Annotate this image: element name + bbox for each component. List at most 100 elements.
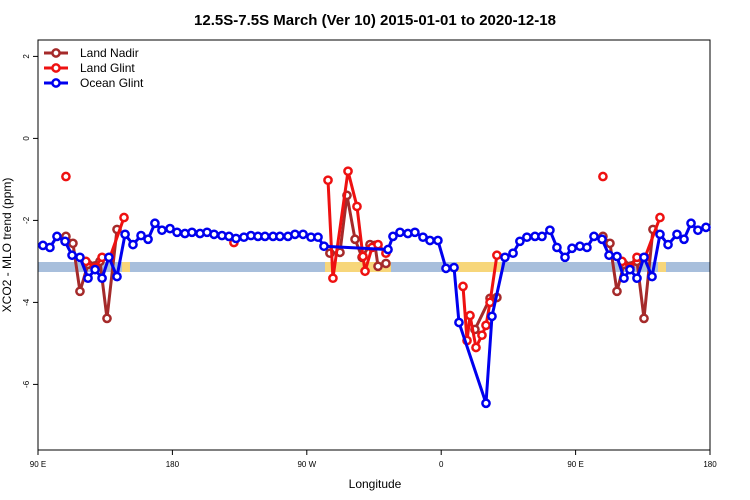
data-point — [567, 243, 577, 254]
data-point — [410, 227, 420, 238]
data-point — [120, 229, 130, 240]
x-tick-label: 90 E — [30, 460, 46, 469]
data-point — [209, 229, 219, 240]
data-point — [433, 235, 443, 246]
chart-title: 12.5S-7.5S March (Ver 10) 2015-01-01 to … — [194, 12, 556, 29]
data-point — [522, 232, 532, 243]
data-point — [537, 231, 547, 242]
data-point — [672, 229, 682, 240]
data-point — [350, 234, 360, 245]
data-point — [383, 244, 393, 255]
data-point — [582, 242, 592, 253]
data-point — [625, 264, 635, 275]
data-point — [552, 242, 562, 253]
data-point — [165, 223, 175, 234]
legend-label: Land Glint — [80, 61, 135, 75]
data-point — [231, 233, 241, 244]
data-point — [632, 273, 642, 284]
data-point — [275, 231, 285, 242]
data-point — [298, 229, 308, 240]
data-point — [150, 218, 160, 229]
land-band-segment — [658, 262, 666, 272]
data-point — [52, 231, 62, 242]
data-point — [260, 231, 270, 242]
data-point — [388, 231, 398, 242]
data-point — [655, 212, 665, 223]
data-point — [373, 261, 383, 272]
data-point — [619, 273, 629, 284]
data-point — [454, 317, 464, 328]
x-tick-label: 90 W — [297, 460, 316, 469]
data-point — [358, 251, 368, 262]
data-point — [136, 230, 146, 241]
data-point — [60, 236, 70, 247]
legend-marker — [51, 48, 61, 58]
data-point — [560, 252, 570, 263]
data-point — [604, 250, 614, 261]
land-band-segment — [325, 262, 391, 272]
data-point — [112, 271, 122, 282]
data-point — [485, 297, 495, 308]
data-point — [465, 310, 475, 321]
data-point — [481, 398, 491, 409]
data-point — [492, 250, 502, 261]
data-point — [500, 252, 510, 263]
data-point — [381, 258, 391, 269]
data-point — [68, 238, 78, 249]
data-point — [187, 227, 197, 238]
data-point — [352, 201, 362, 212]
data-point — [686, 218, 696, 229]
data-point — [143, 234, 153, 245]
x-tick-label: 180 — [166, 460, 180, 469]
data-point — [90, 264, 100, 275]
data-point — [508, 248, 518, 259]
data-point — [360, 266, 370, 277]
data-point — [97, 273, 107, 284]
data-point — [598, 171, 608, 182]
x-tick-label: 180 — [703, 460, 717, 469]
y-tick-label: -4 — [22, 298, 31, 306]
data-point — [67, 250, 77, 261]
data-point — [679, 234, 689, 245]
legend-label: Land Nadir — [80, 46, 139, 60]
data-point — [83, 273, 93, 284]
data-point — [458, 281, 468, 292]
data-point — [639, 252, 649, 263]
data-point — [395, 227, 405, 238]
data-point — [373, 239, 383, 250]
legend-marker — [51, 78, 61, 88]
data-point — [343, 166, 353, 177]
x-tick-label: 90 E — [567, 460, 583, 469]
data-point — [589, 231, 599, 242]
data-point — [605, 238, 615, 249]
data-point — [481, 320, 491, 331]
y-tick-label: -6 — [22, 380, 31, 388]
data-point — [75, 286, 85, 297]
data-point — [693, 225, 703, 236]
data-point — [663, 239, 673, 250]
data-point — [597, 234, 607, 245]
y-tick-label: 2 — [22, 54, 31, 59]
plot: 90 E 180 90 W 0 90 E 180 -6 -4 -2 0 2 Land NadirLan… — [22, 46, 717, 469]
data-point — [612, 286, 622, 297]
legend-label: Ocean Glint — [80, 76, 144, 90]
y-tick-label: 0 — [22, 136, 31, 141]
data-point — [425, 235, 435, 246]
data-point — [45, 242, 55, 253]
data-point — [313, 232, 323, 243]
y-tick-label: -2 — [22, 216, 31, 224]
data-point — [647, 271, 657, 282]
x-tick-label: 0 — [439, 460, 444, 469]
data-point — [449, 262, 459, 273]
data-point — [471, 342, 481, 353]
data-point — [477, 330, 487, 341]
data-point — [323, 175, 333, 186]
data-point — [639, 313, 649, 324]
data-point — [290, 229, 300, 240]
data-point — [102, 313, 112, 324]
data-point — [172, 227, 182, 238]
data-point — [75, 252, 85, 263]
data-point — [545, 225, 555, 236]
data-point — [128, 239, 138, 250]
data-point — [119, 212, 129, 223]
